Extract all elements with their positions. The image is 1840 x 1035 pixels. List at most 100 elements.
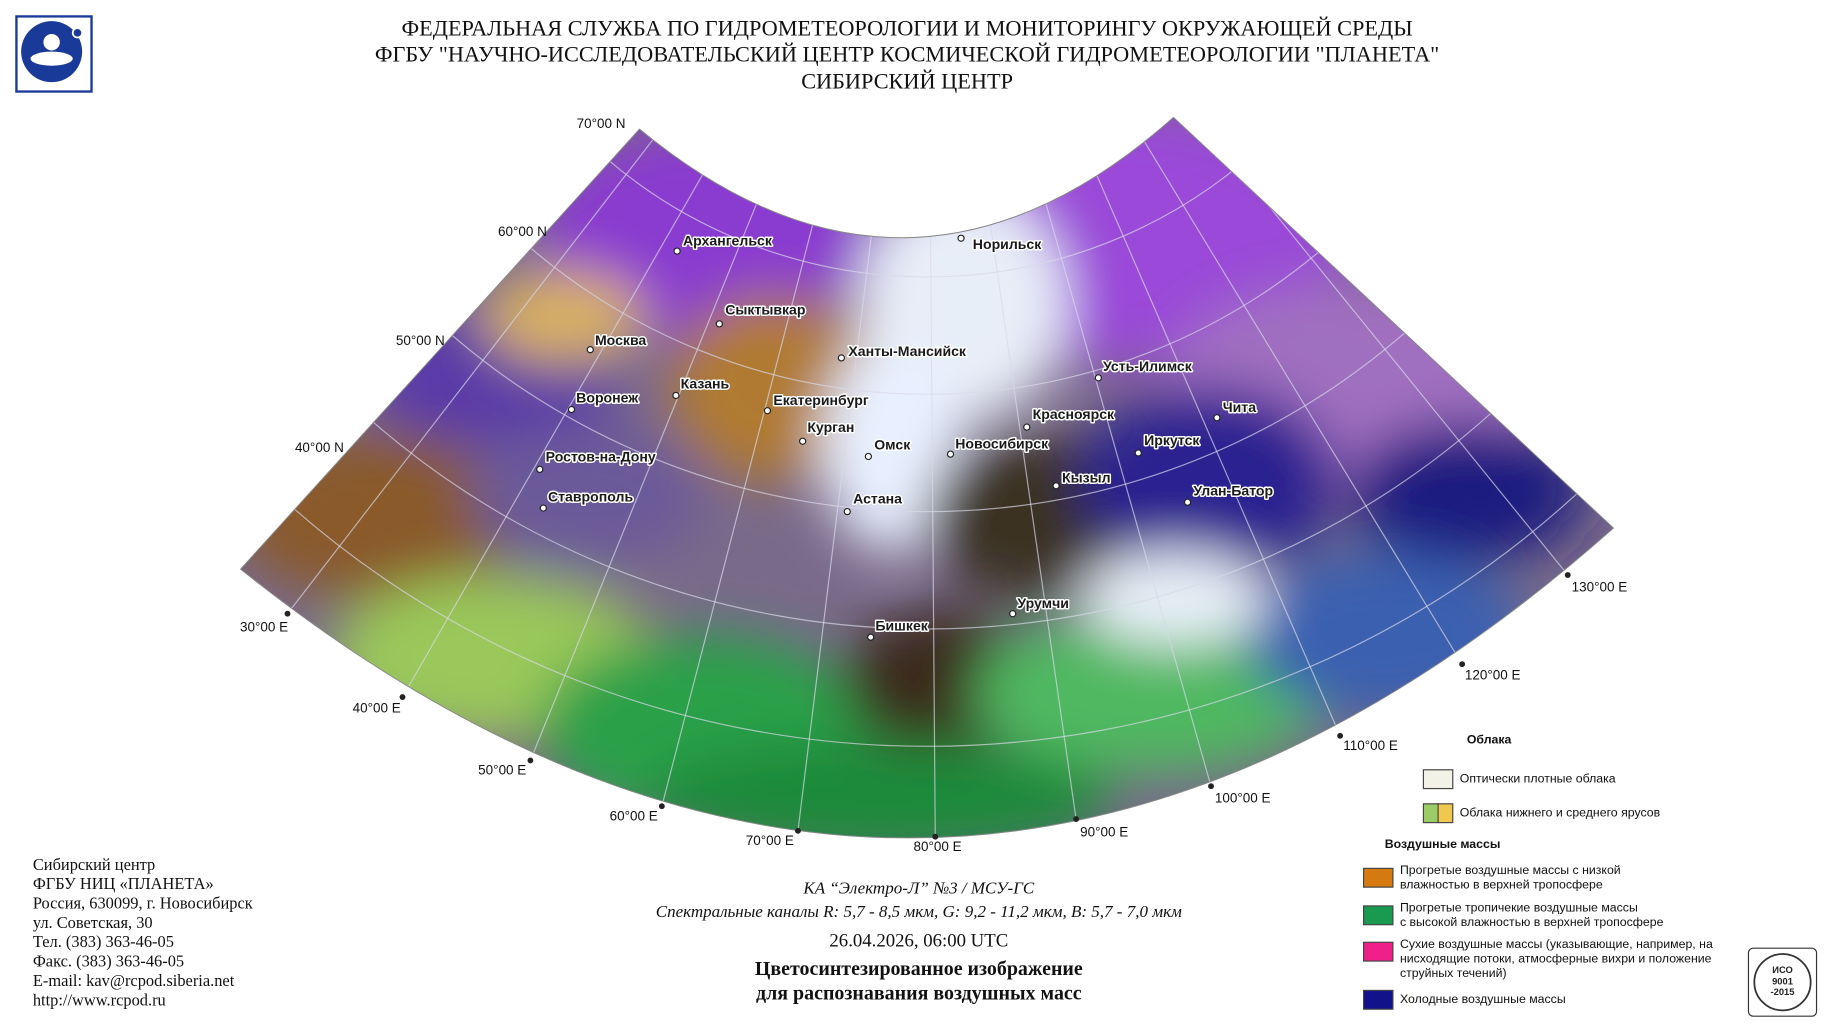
city-label: Норильск (973, 236, 1042, 252)
city-label: Кызыл (1062, 469, 1111, 485)
parallel (316, 117, 1538, 395)
caption-satellite: КА “Электро-Л” №3 / МСУ-ГС (802, 878, 1034, 897)
meridian (926, 117, 1463, 665)
contact-line: Сибирский центр (33, 855, 155, 874)
longitude-label: 40°00 E (353, 700, 401, 715)
longitude-dot (1073, 816, 1080, 823)
city-label: Воронеж (576, 390, 639, 406)
city-dot (1183, 498, 1192, 506)
legend-label: с высокой влажностью в верхней тропосфер… (1400, 915, 1664, 929)
legend-label: Прогретые тропичекие воздушные массы (1400, 901, 1638, 915)
city-label: Улан-Батор (1193, 482, 1273, 498)
meridian (287, 117, 928, 615)
map-frame (239, 116, 1615, 839)
city-label: Урумчи (1017, 595, 1069, 611)
legend-label: Сухие воздушные массы (указывающие, напр… (1400, 937, 1713, 951)
legend-label: влажностью в верхней тропосфере (1400, 878, 1603, 892)
city-dot (1009, 610, 1017, 618)
city-label: Москва (595, 332, 646, 348)
parallel (240, 117, 1614, 513)
longitude-label: 50°00 E (478, 763, 526, 778)
longitude-label: 80°00 E (914, 839, 962, 854)
city-label: Иркутск (1144, 432, 1200, 448)
city-dot (837, 354, 846, 362)
caption-channels: Спектральные каналы R: 5,7 - 8,5 мкм, G:… (656, 902, 1182, 921)
city-dot (867, 633, 875, 641)
longitude-dot (795, 827, 801, 834)
header-line: СИБИРСКИЙ ЦЕНТР (801, 68, 1013, 93)
contact-line: ул. Советская, 30 (33, 913, 153, 932)
latitude-label: 70°00 N (577, 116, 626, 131)
city-dot (864, 452, 873, 461)
longitude-label: 60°00 E (610, 808, 658, 823)
caption-title: для распознавания воздушных масс (756, 983, 1082, 1005)
city-label: Астана (853, 491, 902, 507)
legend-label: нисходящие потоки, атмосферные вихри и п… (1400, 952, 1712, 966)
contact-line: Россия, 630099, г. Новосибирск (33, 894, 253, 913)
city-label: Сыктывкар (725, 302, 806, 318)
city-label: Архангельск (683, 232, 773, 248)
city-dot (799, 437, 807, 445)
latitude-label: 50°00 N (396, 333, 445, 348)
legend-boxes (1362, 769, 1454, 1010)
city-dot (957, 234, 965, 242)
longitude-dot (527, 757, 534, 764)
city-label: Бишкек (875, 617, 928, 633)
longitude-label: 90°00 E (1080, 825, 1128, 840)
legend-label: Прогретые воздушные массы с низкой (1400, 863, 1621, 877)
longitude-dot (1208, 783, 1214, 790)
longitude-dot (932, 833, 939, 840)
legend-label: Облака нижнего и среднего ярусов (1460, 805, 1660, 819)
city-dot (843, 507, 851, 516)
city-label: Екатеринбург (773, 392, 869, 408)
city-label: Ставрополь (548, 488, 633, 504)
longitude-dot (658, 803, 665, 810)
header-line: ФЕДЕРАЛЬНАЯ СЛУЖБА ПО ГИДРОМЕТЕОРОЛОГИИ … (402, 16, 1413, 41)
longitude-dot (1337, 732, 1344, 739)
city-dot (946, 450, 955, 458)
certificate-text: -2015 (1771, 987, 1795, 997)
legend-label: струйных течений) (1400, 966, 1507, 980)
city-dot (672, 391, 680, 400)
longitude-dot (284, 610, 291, 617)
city-dot (763, 407, 772, 415)
legend-title: Облака (1467, 733, 1512, 747)
city-dot (1023, 423, 1031, 431)
longitude-label: 130°00 E (1572, 579, 1628, 594)
city-label: Красноярск (1033, 406, 1115, 422)
city-dot (1052, 482, 1060, 490)
longitude-label: 120°00 E (1465, 667, 1521, 682)
city-label: Новосибирск (955, 435, 1049, 451)
longitude-label: 110°00 E (1343, 738, 1398, 753)
meridian (926, 117, 936, 837)
city-dot (1213, 414, 1221, 422)
caption-title: Цветосинтезированное изображение (755, 958, 1083, 980)
parallel (240, 117, 1614, 747)
meridian (529, 117, 928, 761)
legend-label: Холодные воздушные массы (1400, 992, 1566, 1006)
city-dot (567, 405, 576, 414)
certificate-text: ИСО (1772, 965, 1793, 975)
city-dot (1094, 374, 1103, 382)
city-label: Чита (1223, 399, 1256, 415)
contact-line: http://www.rcpod.ru (33, 990, 166, 1009)
longitude-label: 70°00 E (746, 833, 794, 848)
meridian (797, 117, 928, 831)
contact-line: E-mail: kav@rcpod.siberia.net (33, 971, 235, 990)
longitude-dot (399, 694, 406, 700)
contact-line: Тел. (383) 363-46-05 (33, 932, 174, 951)
city-dot (673, 247, 681, 255)
certificate-logo (1747, 947, 1818, 1017)
meridian (926, 117, 1077, 820)
legend-label: Оптически плотные облака (1460, 771, 1616, 785)
longitude-dot (1459, 661, 1466, 668)
city-dot (539, 504, 547, 512)
meridian (926, 117, 1212, 787)
city-label: Курган (807, 419, 854, 435)
longitude-dot (1564, 572, 1571, 578)
parallel (433, 117, 1421, 278)
certificate-text: 9001 (1772, 977, 1793, 987)
header-line: ФГБУ "НАУЧНО-ИССЛЕДОВАТЕЛЬСКИЙ ЦЕНТР КОС… (375, 41, 1439, 66)
contact-line: ФГБУ НИЦ «ПЛАНЕТА» (33, 874, 214, 893)
